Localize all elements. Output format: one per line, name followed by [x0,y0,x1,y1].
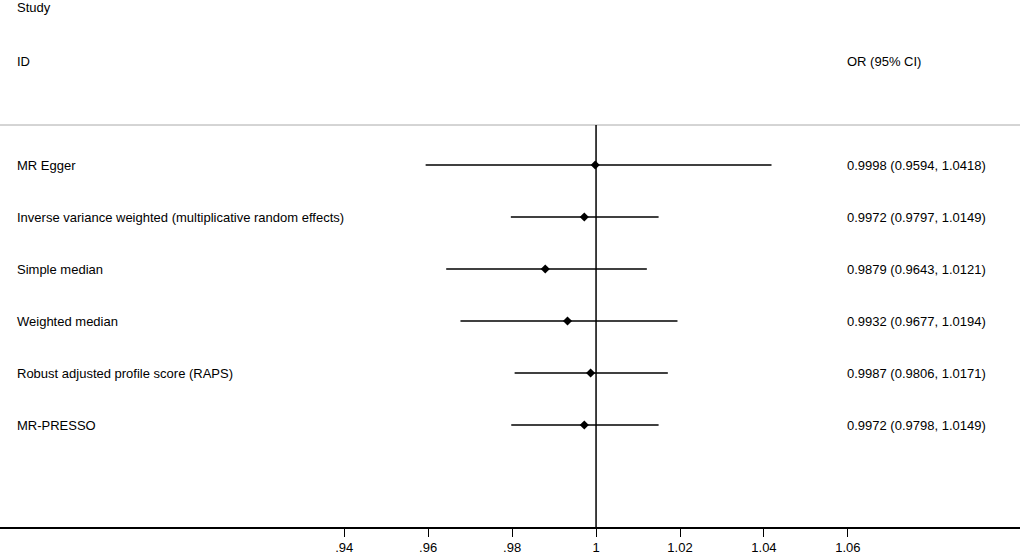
svg-text:.96: .96 [419,540,437,555]
svg-text:1.04: 1.04 [751,540,776,555]
svg-text:0.9987 (0.9806, 1.0171): 0.9987 (0.9806, 1.0171) [847,366,986,381]
svg-text:MR Egger: MR Egger [17,158,76,173]
svg-text:Robust adjusted profile score: Robust adjusted profile score (RAPS) [17,366,233,381]
svg-text:MR-PRESSO: MR-PRESSO [17,418,96,433]
svg-text:0.9879 (0.9643, 1.0121): 0.9879 (0.9643, 1.0121) [847,262,986,277]
svg-text:OR (95% CI): OR (95% CI) [847,54,921,69]
svg-text:1: 1 [592,540,599,555]
svg-text:Weighted median: Weighted median [17,314,118,329]
svg-text:.98: .98 [503,540,521,555]
svg-text:1.06: 1.06 [835,540,860,555]
svg-text:0.9972 (0.9797, 1.0149): 0.9972 (0.9797, 1.0149) [847,210,986,225]
svg-text:ID: ID [17,54,30,69]
svg-text:Study: Study [17,0,51,15]
svg-text:0.9972 (0.9798, 1.0149): 0.9972 (0.9798, 1.0149) [847,418,986,433]
svg-text:0.9932 (0.9677, 1.0194): 0.9932 (0.9677, 1.0194) [847,314,986,329]
svg-text:Simple median: Simple median [17,262,103,277]
svg-text:0.9998 (0.9594, 1.0418): 0.9998 (0.9594, 1.0418) [847,158,986,173]
svg-text:1.02: 1.02 [667,540,692,555]
svg-text:.94: .94 [335,540,353,555]
svg-text:Inverse variance weighted (mul: Inverse variance weighted (multiplicativ… [17,210,344,225]
